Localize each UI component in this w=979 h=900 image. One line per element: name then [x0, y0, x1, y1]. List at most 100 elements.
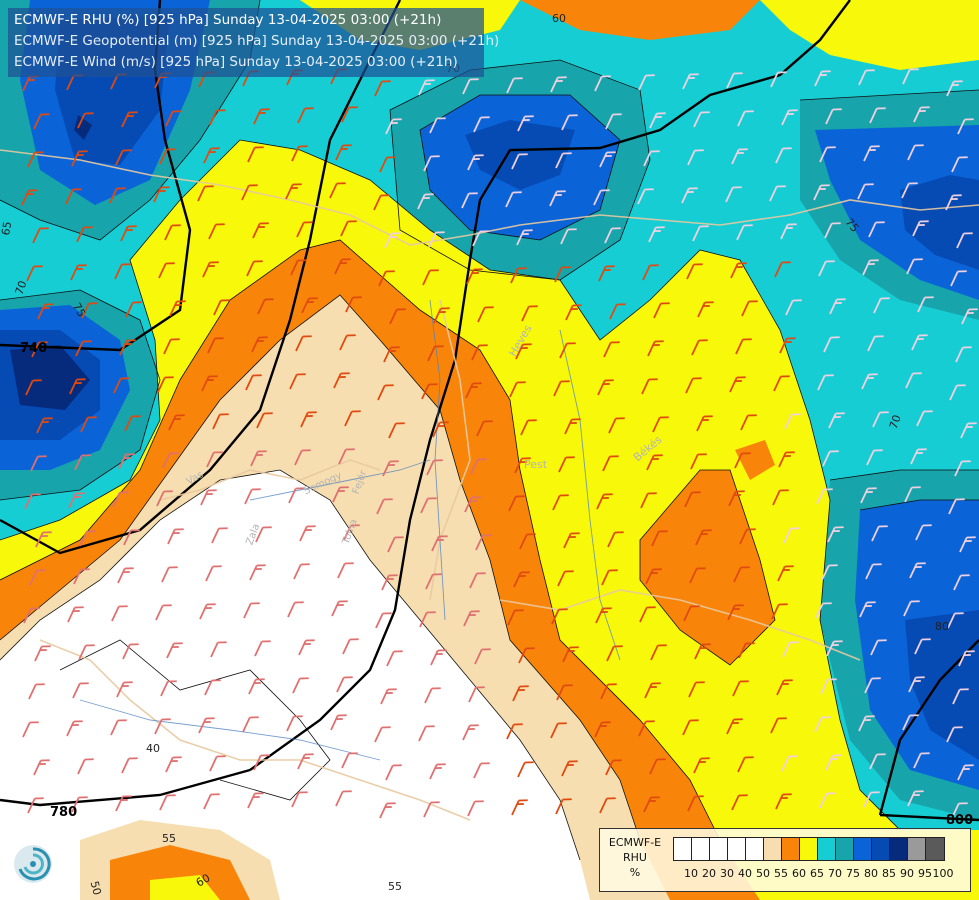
wind-barb-icon: [385, 118, 402, 135]
wind-barb-icon: [640, 492, 657, 509]
wind-barb-icon: [772, 489, 789, 506]
wind-barb-icon: [512, 685, 529, 702]
rhu-contour: [0, 239, 721, 841]
wind-barb-icon: [905, 372, 922, 389]
wind-barb-icon: [81, 302, 98, 319]
wind-barb-icon: [818, 260, 835, 277]
wind-barb-icon: [418, 725, 435, 742]
wind-barb-icon: [646, 454, 663, 471]
wind-barb-icon: [550, 76, 567, 93]
wind-barb-icon: [562, 646, 579, 663]
wind-barb-icon: [511, 153, 528, 170]
wind-barb-icon: [423, 801, 440, 818]
wind-barb-icon: [819, 146, 836, 163]
legend-tick-label: 85: [882, 867, 896, 880]
wind-barb-icon: [161, 566, 178, 583]
wind-barb-icon: [294, 449, 311, 466]
wind-barb-icon: [784, 413, 801, 430]
fill-blue-ne: [815, 125, 979, 300]
wind-barb-icon: [298, 639, 315, 656]
wind-barb-icon: [904, 486, 921, 503]
wind-barb-icon: [208, 223, 225, 240]
wind-barb-icon: [425, 573, 442, 590]
wind-barb-icon: [202, 261, 219, 278]
wind-barb-icon: [907, 790, 924, 807]
rhu-contour-label: 70: [887, 413, 904, 431]
legend-tick-label: 20: [702, 867, 716, 880]
wind-barb-icon: [31, 341, 48, 358]
wind-barb-icon: [341, 106, 358, 123]
geopotential-label: 740: [20, 341, 47, 356]
wind-barb-icon: [780, 223, 797, 240]
wind-barb-icon: [902, 68, 919, 85]
wind-barb-icon: [384, 232, 401, 249]
wind-barb-icon: [912, 220, 929, 237]
wind-barb-icon: [117, 567, 134, 584]
wind-barb-icon: [118, 453, 135, 470]
wind-barb-icon: [774, 261, 791, 278]
wind-barb-icon: [737, 110, 754, 127]
wind-barb-icon: [124, 415, 141, 432]
wind-barb-icon: [381, 574, 398, 591]
wind-barb-icon: [561, 114, 578, 131]
wind-barb-icon: [257, 298, 274, 315]
wind-barb-icon: [555, 152, 572, 169]
wind-barb-icon: [21, 189, 38, 206]
legend-tick-label: 70: [828, 867, 842, 880]
wind-barb-icon: [70, 264, 87, 281]
legend-swatch: [692, 838, 710, 860]
wind-barb-icon: [468, 686, 485, 703]
fill-darkblue-se: [905, 610, 979, 760]
wind-barb-icon: [696, 415, 713, 432]
wind-barb-icon: [297, 107, 314, 124]
wind-barb-icon: [775, 147, 792, 164]
wind-barb-icon: [382, 460, 399, 477]
legend-swatch: [764, 838, 782, 860]
wind-barb-icon: [418, 79, 435, 96]
wind-barb-icon: [250, 450, 267, 467]
wind-barb-icon: [246, 260, 263, 277]
wind-barb-icon: [120, 225, 137, 242]
wind-barb-icon: [650, 644, 667, 661]
wind-barb-icon: [289, 373, 306, 390]
wind-barb-icon: [637, 188, 654, 205]
wind-barb-icon: [291, 791, 308, 808]
wind-barb-icon: [330, 714, 347, 731]
wind-barb-icon: [461, 192, 478, 209]
wind-barb-icon: [697, 301, 714, 318]
ecmwf-logo-icon: [14, 845, 52, 883]
rhu-contour: [0, 294, 641, 841]
wind-barb-icon: [77, 758, 94, 775]
legend-swatch: [728, 838, 746, 860]
legend-tick-label: 95: [918, 867, 932, 880]
wind-barb-icon: [467, 154, 484, 171]
legend-swatch: [818, 838, 836, 860]
wind-barb-icon: [213, 299, 230, 316]
wind-barb-icon: [957, 118, 974, 135]
wind-barb-icon: [27, 797, 44, 814]
wind-barb-icon: [644, 682, 661, 699]
wind-barb-icon: [510, 267, 527, 284]
fill-navy-nw: [74, 115, 92, 140]
wind-barb-icon: [329, 182, 346, 199]
wind-barb-icon: [253, 754, 270, 771]
wind-barb-icon: [864, 677, 881, 694]
wind-barb-icon: [607, 531, 624, 548]
wind-barb-icon: [157, 376, 174, 393]
wind-barb-icon: [821, 564, 838, 581]
wind-barb-icon: [595, 607, 612, 624]
wind-barb-icon: [333, 372, 350, 389]
wind-barb-icon: [424, 687, 441, 704]
wind-barb-icon: [78, 644, 95, 661]
rhu-contour: [0, 289, 161, 501]
wind-barb-icon: [211, 527, 228, 544]
wind-barb-icon: [169, 300, 186, 317]
wind-barb-icon: [475, 534, 492, 551]
wind-barb-icon: [681, 187, 698, 204]
wind-barb-icon: [866, 449, 883, 466]
wind-barb-icon: [203, 793, 220, 810]
wind-barb-icon: [781, 109, 798, 126]
wind-barb-icon: [338, 448, 355, 465]
wind-barb-icon: [731, 794, 748, 811]
wind-barb-icon: [684, 491, 701, 508]
